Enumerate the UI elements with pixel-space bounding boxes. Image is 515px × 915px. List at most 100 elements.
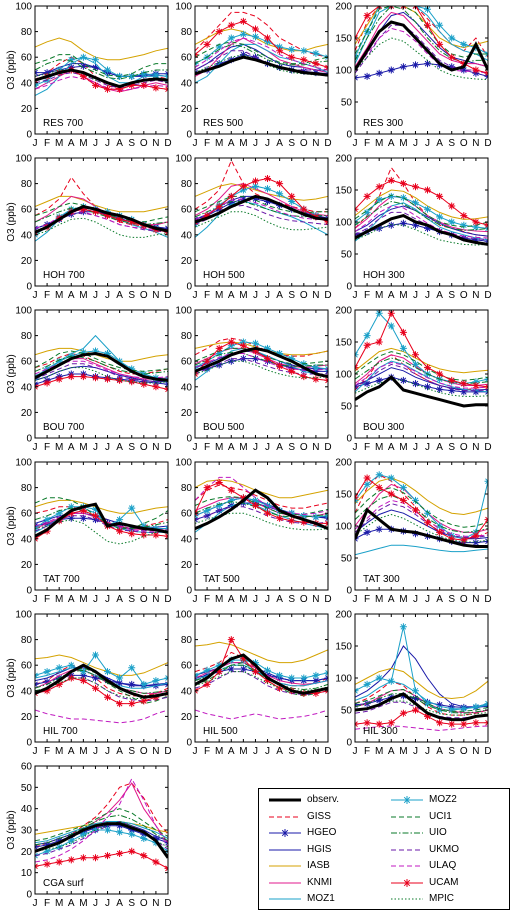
x-tick-label: M xyxy=(215,138,223,149)
data-point-marker xyxy=(387,322,395,330)
x-tick-label: A xyxy=(436,594,443,605)
x-tick-label: O xyxy=(300,442,308,453)
plot-frame xyxy=(34,157,169,287)
data-point-marker xyxy=(436,40,444,48)
data-point-marker xyxy=(264,175,271,182)
data-point-marker xyxy=(424,6,431,13)
data-point-marker xyxy=(436,21,444,29)
data-point-marker xyxy=(152,677,160,685)
x-tick-label: A xyxy=(388,594,395,605)
x-tick-label: A xyxy=(388,138,395,149)
data-point-marker xyxy=(412,199,419,207)
series-line-iasb xyxy=(355,477,488,516)
x-tick-label: F xyxy=(44,442,50,453)
x-tick-label: A xyxy=(388,290,395,301)
series-line-hgeo xyxy=(355,63,488,79)
series-line-mpic xyxy=(35,217,168,238)
data-point-marker xyxy=(79,53,87,61)
data-point-marker xyxy=(43,668,51,676)
y-tick-label: 60 xyxy=(21,357,33,368)
series-line-ukmo xyxy=(355,363,488,392)
data-point-marker xyxy=(116,215,124,223)
data-point-marker xyxy=(460,60,468,68)
legend-item-label: MOZ1 xyxy=(307,893,335,904)
x-tick-label: J xyxy=(33,594,38,605)
series-line-uio xyxy=(355,494,488,533)
data-point-marker xyxy=(152,835,160,842)
y-tick-label: 40 xyxy=(21,534,33,545)
data-point-marker xyxy=(79,62,87,70)
panel-series-group xyxy=(35,334,168,393)
y-tick-label: 80 xyxy=(181,179,193,190)
data-point-marker xyxy=(412,687,419,695)
series-line-iasb xyxy=(355,667,488,700)
data-point-marker xyxy=(79,668,87,676)
data-point-marker xyxy=(79,671,87,679)
data-point-marker xyxy=(227,665,235,673)
data-point-marker xyxy=(128,826,136,834)
x-tick-label: J xyxy=(353,746,358,757)
panel-label: HOH 700 xyxy=(43,270,85,281)
data-point-marker xyxy=(312,364,320,372)
data-point-marker xyxy=(288,46,296,53)
series-line-giss xyxy=(35,176,168,227)
data-point-marker xyxy=(288,364,296,372)
y-tick-label: 100 xyxy=(175,2,192,13)
x-tick-label: S xyxy=(288,442,295,453)
y-tick-label: 100 xyxy=(15,458,32,469)
series-line-ukmo xyxy=(355,211,488,241)
legend-swatch-marker xyxy=(281,829,289,837)
data-point-marker xyxy=(140,697,148,705)
y-axis-label: O3 (ppb) xyxy=(6,202,17,241)
x-tick-label: J xyxy=(105,898,110,909)
data-point-marker xyxy=(239,665,247,673)
series-line-ucam xyxy=(35,850,168,869)
x-tick-label: A xyxy=(276,746,283,757)
data-point-marker xyxy=(116,822,124,830)
plot-frame xyxy=(34,613,169,743)
x-tick-label: O xyxy=(140,746,148,757)
data-point-marker xyxy=(448,376,456,384)
data-point-marker xyxy=(92,674,99,682)
legend-swatch xyxy=(269,882,301,883)
x-tick-label: J xyxy=(253,138,258,149)
data-point-marker xyxy=(363,380,371,388)
data-point-marker xyxy=(424,383,431,391)
plot-frame xyxy=(194,157,329,287)
y-tick-label: 100 xyxy=(175,154,192,165)
data-point-marker xyxy=(152,858,160,866)
data-point-marker xyxy=(227,199,235,207)
x-tick-label: O xyxy=(300,290,308,301)
y-axis-label: O3 (ppb) xyxy=(6,354,17,393)
x-tick-label: N xyxy=(312,594,319,605)
data-point-marker xyxy=(203,212,211,220)
panel-label: BOU 500 xyxy=(203,422,245,433)
data-point-marker xyxy=(424,21,431,29)
data-point-marker xyxy=(412,183,419,191)
data-point-marker xyxy=(92,505,99,513)
x-tick-label: M xyxy=(375,594,383,605)
legend-swatch-marker xyxy=(403,796,411,804)
y-axis-label: O3 (ppb) xyxy=(6,658,17,697)
panel-series-group xyxy=(35,777,168,872)
data-point-marker xyxy=(43,687,51,695)
data-point-marker xyxy=(43,678,51,686)
y-tick-label: 0 xyxy=(346,130,352,141)
series-line-moz2 xyxy=(355,6,488,58)
x-tick-label: M xyxy=(55,898,63,909)
data-point-marker xyxy=(67,373,75,381)
data-point-marker xyxy=(140,680,148,688)
y-tick-label: 10 xyxy=(21,868,33,879)
data-point-marker xyxy=(412,351,419,359)
y-tick-label: 60 xyxy=(181,357,193,368)
x-tick-label: M xyxy=(375,138,383,149)
x-tick-label: M xyxy=(79,138,87,149)
x-tick-label: J xyxy=(93,138,98,149)
x-tick-label: A xyxy=(68,138,75,149)
panel-series-group xyxy=(195,476,328,533)
x-tick-label: J xyxy=(413,746,418,757)
series-line-observ xyxy=(355,375,488,408)
